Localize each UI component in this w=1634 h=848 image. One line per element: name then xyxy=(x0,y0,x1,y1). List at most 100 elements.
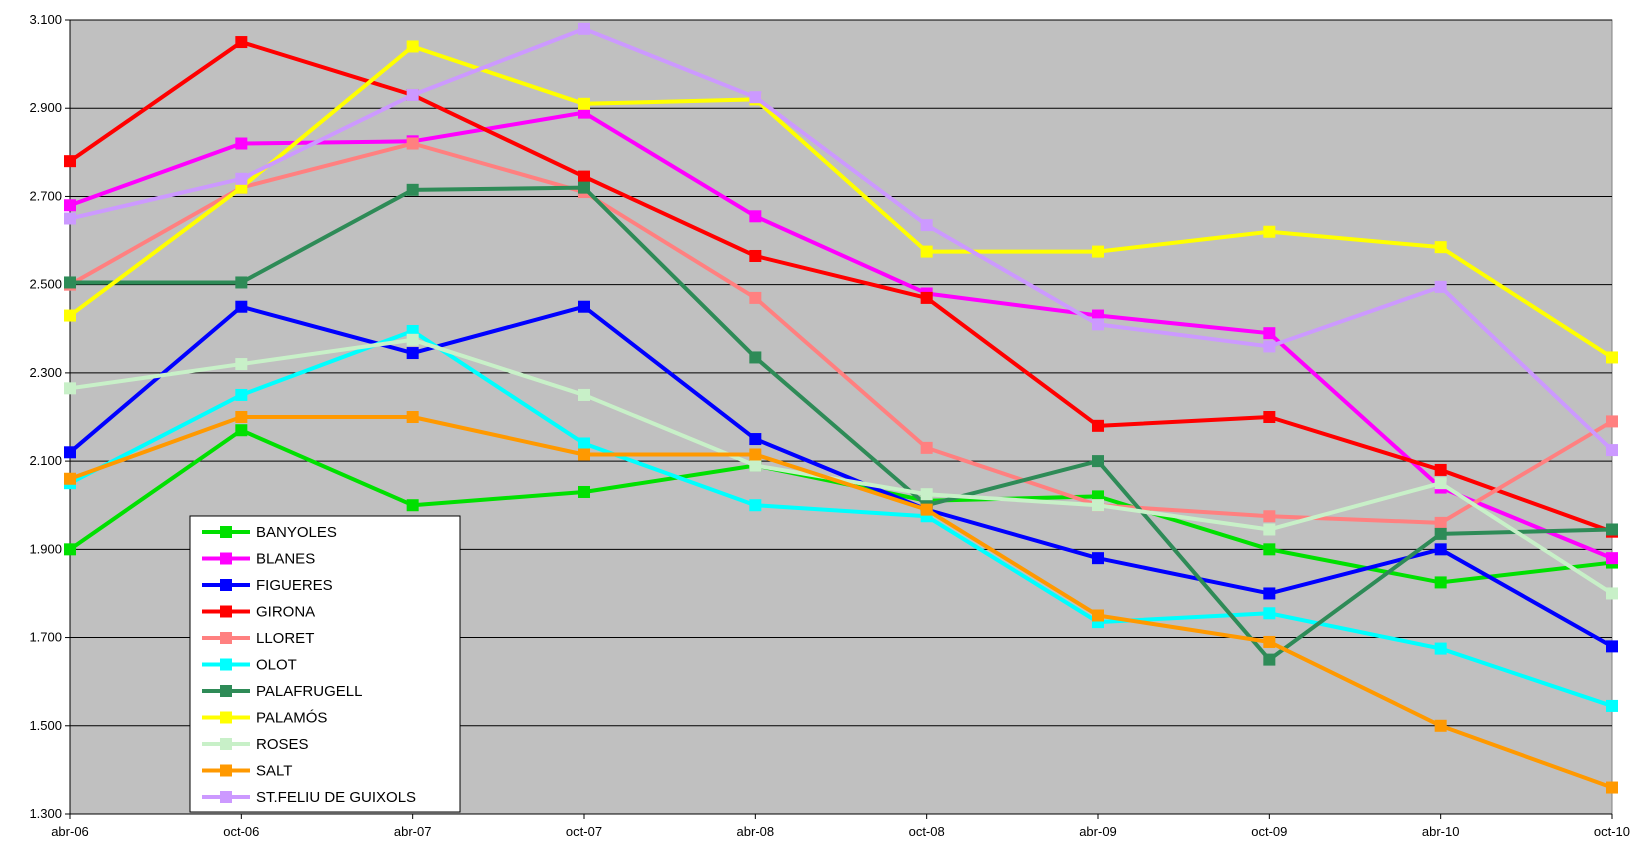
x-tick-label: abr-06 xyxy=(51,824,89,839)
y-tick-label: 2.500 xyxy=(29,277,62,292)
data-point xyxy=(578,388,590,401)
data-point xyxy=(1263,411,1276,423)
series-line xyxy=(70,185,1613,662)
data-point xyxy=(1263,587,1276,600)
data-point xyxy=(235,36,248,49)
data-point xyxy=(1434,719,1447,732)
x-axis: abr-06 oct-06 abr-07 oct-07 abr-08 oct-08 abr-… xyxy=(51,813,1630,839)
legend-item: BANYOLES xyxy=(202,524,337,541)
data-point xyxy=(64,199,76,212)
legend-label: LLORET xyxy=(256,630,314,647)
data-point xyxy=(406,137,419,150)
y-tick-label: 2.900 xyxy=(29,100,62,115)
legend-item: BLANES xyxy=(202,551,315,568)
legend-swatch-marker xyxy=(220,552,232,565)
data-point xyxy=(1092,499,1104,512)
legend-item: ST.FELIU DE GUIXOLS xyxy=(202,789,416,806)
data-point xyxy=(578,22,590,35)
data-point xyxy=(235,411,248,423)
series-line xyxy=(68,40,1613,534)
legend-swatch-marker xyxy=(220,658,232,671)
data-point xyxy=(64,155,76,168)
series-line xyxy=(69,26,1614,452)
legend-item: LLORET xyxy=(202,630,314,647)
series-lines xyxy=(64,22,1618,794)
legend-label: BANYOLES xyxy=(256,524,337,541)
data-point xyxy=(1606,351,1618,364)
legend: BANYOLES BLANES FIGUERES GIRONA LLORET OLOT PA… xyxy=(189,515,461,813)
x-tick-label: abr-08 xyxy=(737,824,775,839)
legend-label: OLOT xyxy=(256,657,297,674)
data-point xyxy=(1434,463,1447,476)
series-figueres xyxy=(64,300,1618,653)
data-point xyxy=(1263,340,1276,353)
data-point xyxy=(406,40,419,53)
data-point xyxy=(1606,415,1618,428)
y-tick-label: 2.700 xyxy=(29,188,62,203)
data-point xyxy=(1606,523,1618,536)
data-point xyxy=(1606,640,1618,653)
legend-item: ROSES xyxy=(202,736,309,753)
data-point xyxy=(406,347,419,360)
y-axis: 1.300 1.500 1.700 1.900 2.100 2.300 2.500 2.700… xyxy=(29,12,71,821)
data-point xyxy=(235,424,248,437)
legend-item: PALAMÓS xyxy=(202,710,327,727)
data-point xyxy=(406,88,419,101)
legend-item: OLOT xyxy=(202,657,297,674)
y-tick-label: 1.900 xyxy=(29,541,62,556)
series-line xyxy=(69,141,1614,525)
x-tick-label: abr-07 xyxy=(394,824,432,839)
data-point xyxy=(749,210,762,223)
series-roses xyxy=(64,333,1618,600)
legend-label: SALT xyxy=(256,763,292,780)
data-point xyxy=(1263,225,1276,238)
data-point xyxy=(1434,576,1447,589)
data-point xyxy=(1434,516,1447,529)
data-point xyxy=(235,276,248,289)
data-point xyxy=(920,503,933,516)
legend-label: BLANES xyxy=(256,551,315,568)
data-point xyxy=(749,249,762,262)
data-point xyxy=(1092,419,1104,432)
data-point xyxy=(749,448,762,461)
data-point xyxy=(920,219,933,232)
legend-label: GIRONA xyxy=(256,604,315,621)
data-point xyxy=(1263,607,1276,620)
data-point xyxy=(235,388,248,401)
data-point xyxy=(578,300,590,313)
data-point xyxy=(1434,280,1447,293)
series-palam-s xyxy=(64,40,1618,364)
data-point xyxy=(1092,245,1104,258)
data-point xyxy=(406,411,419,423)
data-point xyxy=(1092,609,1104,622)
data-point xyxy=(1263,510,1276,523)
y-tick-label: 3.100 xyxy=(29,12,62,27)
data-point xyxy=(1434,642,1447,655)
legend-swatch-marker xyxy=(220,791,232,803)
series-line xyxy=(69,415,1613,790)
legend-swatch-marker xyxy=(220,738,232,750)
y-tick-label: 1.300 xyxy=(29,806,62,821)
data-point xyxy=(64,446,76,459)
y-tick-label: 1.500 xyxy=(29,718,62,733)
data-point xyxy=(64,309,76,322)
legend-swatch-marker xyxy=(220,579,232,591)
legend-label: PALAMÓS xyxy=(256,710,327,727)
data-point xyxy=(578,448,590,461)
x-tick-label: oct-07 xyxy=(566,824,602,839)
legend-item: GIRONA xyxy=(202,604,315,621)
data-point xyxy=(1092,318,1104,331)
data-point xyxy=(749,291,762,304)
x-tick-label: oct-08 xyxy=(909,824,945,839)
data-point xyxy=(578,170,590,183)
legend-swatch-marker xyxy=(220,605,232,618)
data-point xyxy=(64,212,76,225)
data-point xyxy=(1434,241,1447,254)
x-tick-label: oct-06 xyxy=(223,824,259,839)
x-tick-label: oct-10 xyxy=(1594,824,1630,839)
legend-swatch-marker xyxy=(220,764,232,777)
y-tick-label: 2.100 xyxy=(29,453,62,468)
series-salt xyxy=(64,411,1618,794)
series-line xyxy=(68,304,1613,649)
